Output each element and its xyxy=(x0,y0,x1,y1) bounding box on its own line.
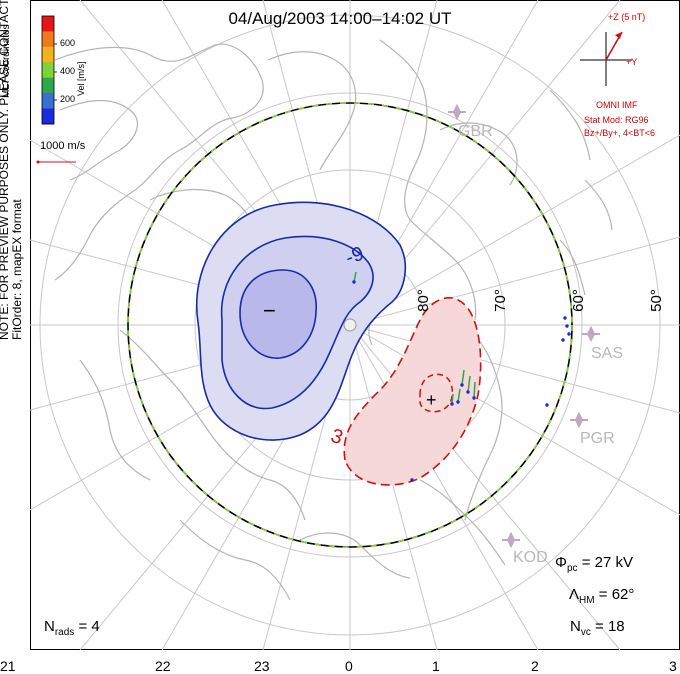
velocity-vectors xyxy=(353,271,476,405)
scale-vector-label: 1000 m/s xyxy=(40,140,86,152)
stat-nvc-value: = 18 xyxy=(595,618,625,635)
map-title: 04/Aug/2003 14:00–14:02 UT xyxy=(228,9,452,28)
stat-nrads-symbol: N xyxy=(44,618,55,635)
mlt-tick-2: 2 xyxy=(531,658,539,674)
colorbar-swatch xyxy=(42,16,54,32)
negative-convection-cell xyxy=(196,201,407,441)
stat-phi-sub: pc xyxy=(566,563,578,574)
velocity-colorbar xyxy=(42,16,54,125)
colorbar-swatch xyxy=(42,31,54,48)
omni-imf-label: OMNI IMF xyxy=(596,100,638,110)
imf-y-label: +Y xyxy=(626,57,638,67)
vector-origin-dots xyxy=(352,280,571,482)
colorbar-swatch xyxy=(42,62,54,79)
stat-nrads-value: = 4 xyxy=(78,618,100,635)
colorbar-swatch xyxy=(42,77,54,94)
mlt-tick-23: 23 xyxy=(254,658,270,674)
colorbar-tick-400: 400 xyxy=(60,66,76,76)
colorbar-swatch xyxy=(42,46,54,63)
radar-site-markers xyxy=(448,103,600,549)
colorbar-swatch xyxy=(42,108,54,125)
pole-marker xyxy=(343,318,357,332)
stat-lambda-sub: HM xyxy=(579,595,595,606)
stat-mod-label: Stat Mod: RG96 xyxy=(584,115,649,125)
potential-minimum-marker: − xyxy=(263,298,276,323)
latitude-label-60: 60° xyxy=(569,289,587,312)
latitude-label-70: 70° xyxy=(491,289,509,312)
stat-nvc-sub: vc xyxy=(580,627,591,638)
stat-lambda-hm: ΛHM = 62° xyxy=(569,586,634,606)
imf-conditions-label: Bz+/By+, 4<BT<6 xyxy=(584,128,656,138)
latitude-label-50: 50° xyxy=(647,289,665,312)
mlt-tick-21: 21 xyxy=(0,658,16,674)
stat-phi-value: = 27 kV xyxy=(581,554,633,571)
mlt-tick-3: 3 xyxy=(669,658,677,674)
stat-nrads-sub: rads xyxy=(54,627,75,638)
stat-phi-symbol: Φ xyxy=(555,554,567,571)
mlt-coordinates-label: MLT coordinates xyxy=(1,24,12,98)
colorbar-vel-label: Vel [m/s] xyxy=(76,61,86,96)
stat-n-rads: Nrads = 4 xyxy=(44,618,100,638)
mlt-tick-22: 22 xyxy=(155,658,171,674)
colorbar-tick-200: 200 xyxy=(60,94,76,104)
radar-label-pgr: PGR xyxy=(580,430,615,447)
imf-z-label: +Z (5 nT) xyxy=(608,12,646,22)
mlt-tick-0: 0 xyxy=(345,658,353,674)
stat-phi-pc: Φpc = 27 kV xyxy=(555,554,633,574)
stat-lambda-symbol: Λ xyxy=(569,586,580,603)
fit-order-line: FitOrder: 8, mapEX format xyxy=(10,199,24,340)
latitude-label-80: 80° xyxy=(414,289,432,312)
stat-nvc-symbol: N xyxy=(570,618,581,635)
colorbar-tick-600: 600 xyxy=(60,38,76,48)
stat-lambda-value: = 62° xyxy=(598,586,635,603)
radar-label-sas: SAS xyxy=(591,345,624,362)
positive-convection-cell xyxy=(343,296,482,486)
potential-maximum-marker: + xyxy=(426,390,437,410)
colorbar-swatch xyxy=(42,93,54,110)
stat-n-vc: Nvc = 18 xyxy=(570,618,625,638)
hm-boundary-green xyxy=(127,102,573,548)
radar-label-kod: KOD xyxy=(513,549,548,566)
radar-label-gbr: GBR xyxy=(458,123,493,140)
mlt-tick-1: 1 xyxy=(432,658,440,674)
